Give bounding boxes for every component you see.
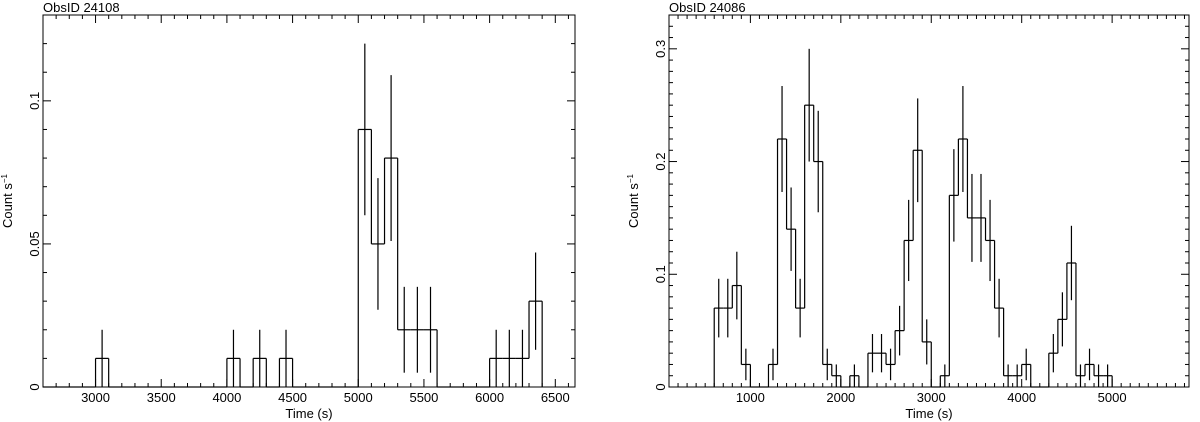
step-series — [43, 128, 543, 388]
y-axis-label-main: Count s — [626, 183, 641, 228]
x-tick-label: 6000 — [475, 390, 504, 405]
panel-obsid-24108: ObsID 24108 Time (s) Count s−1 3000 3500 4… — [0, 0, 576, 421]
plot-frame — [668, 14, 1190, 388]
x-tick-label: 5000 — [1098, 390, 1127, 405]
y-tick-label: 0.3 — [653, 40, 668, 58]
x-tick-label: 3500 — [147, 390, 176, 405]
y-tick-label: 0.2 — [653, 153, 668, 171]
x-tick-label: 3000 — [917, 390, 946, 405]
x-axis-label: Time (s) — [905, 406, 952, 421]
y-axis-label: Count s−1 — [0, 173, 15, 227]
x-tick-label: 2000 — [826, 390, 855, 405]
x-tick-label: 3000 — [81, 390, 110, 405]
tick-layer — [42, 14, 575, 388]
y-tick-label: 0.1 — [653, 265, 668, 283]
plot-frame — [42, 14, 576, 388]
y-tick-label: 0.05 — [27, 231, 42, 256]
tick-layer — [668, 14, 1189, 388]
x-tick-label: 5500 — [409, 390, 438, 405]
chart-title: ObsID 24086 — [669, 0, 746, 15]
error-bar-series — [101, 43, 537, 387]
x-tick-label: 5000 — [344, 390, 373, 405]
error-bar-series — [718, 48, 1109, 387]
panel-obsid-24086: ObsID 24086 Time (s) Count s−1 1000 2000 3… — [626, 0, 1190, 421]
tick-label-layer: 3000 3500 4000 4500 5000 5500 6000 6500 0 0.05 0.1 — [27, 92, 570, 405]
x-tick-label: 1000 — [736, 390, 765, 405]
x-tick-label: 4000 — [212, 390, 241, 405]
tick-label-layer: 1000 2000 3000 4000 5000 0 0.1 0.2 0.3 — [653, 40, 1127, 405]
y-axis-label-superscript: −1 — [0, 173, 9, 183]
y-axis-label-superscript: −1 — [626, 173, 635, 183]
x-tick-label: 6500 — [541, 390, 570, 405]
x-tick-label: 4000 — [1007, 390, 1036, 405]
x-tick-label: 4500 — [278, 390, 307, 405]
chart-title: ObsID 24108 — [43, 0, 120, 15]
step-series — [713, 104, 1113, 388]
y-tick-label: 0 — [27, 383, 42, 390]
y-tick-label: 0 — [653, 383, 668, 390]
y-axis-label-main: Count s — [0, 183, 15, 228]
y-tick-label: 0.1 — [27, 92, 42, 110]
x-axis-label: Time (s) — [285, 406, 332, 421]
y-axis-label: Count s−1 — [626, 173, 641, 227]
